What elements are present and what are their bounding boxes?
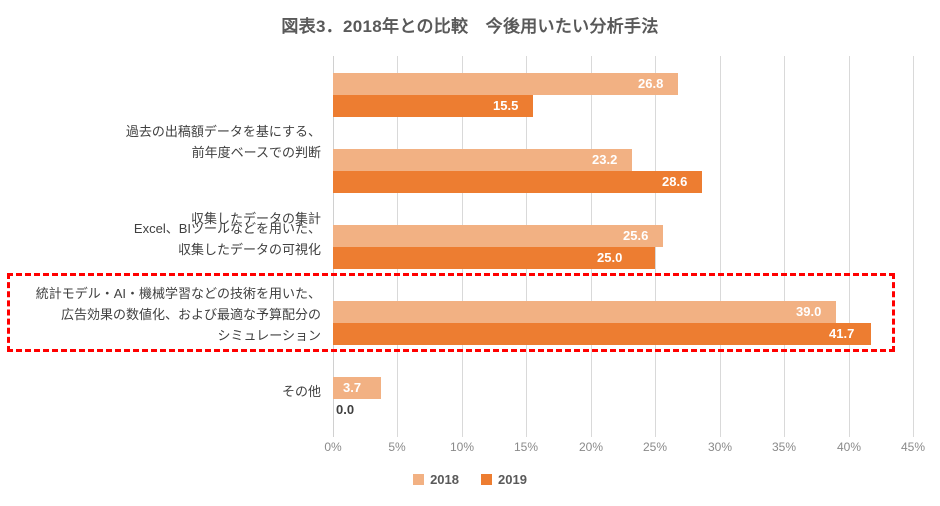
category-label-1-line-0: 収集したデータの集計 (190, 211, 321, 226)
bar-value-2019-1: 28.6 (662, 174, 688, 189)
page-title: 図表3．2018年との比較 今後用いたい分析手法 (281, 17, 659, 36)
bar-group-0: 26.8 15.5 (333, 73, 913, 117)
bar-2018-0[interactable] (333, 73, 678, 95)
legend-item-2019[interactable]: 2019 (481, 472, 527, 487)
category-axis-labels: 過去の出稿額データを基にする、 前年度ベースでの判断 収集したデータの集計 Ex… (0, 56, 321, 437)
category-label-0-line-0: 過去の出稿額データを基にする、 (125, 124, 321, 139)
bar-value-2019-3: 41.7 (829, 326, 855, 341)
category-label-2-line-0: Excel、BIツールなどを用いた、 (133, 221, 321, 236)
category-label-4-line-0: その他 (281, 384, 321, 399)
legend-swatch-2019-icon (481, 474, 492, 485)
legend-item-2018[interactable]: 2018 (413, 472, 459, 487)
category-label-1: 収集したデータの集計 (191, 208, 321, 229)
bar-2018-1[interactable] (333, 149, 632, 171)
category-label-2: Excel、BIツールなどを用いた、 収集したデータの可視化 (134, 218, 321, 260)
bar-value-2019-0: 15.5 (493, 98, 519, 113)
gridline-40 (849, 56, 850, 437)
bar-2019-1[interactable] (333, 171, 702, 193)
bar-group-1: 23.2 28.6 (333, 149, 913, 193)
bar-2019-0[interactable] (333, 95, 533, 117)
x-axis-tick-labels: 0% 5% 10% 15% 20% 25% 30% 35% 40% 45% (324, 440, 925, 460)
category-label-3-line-2: シミュレーション (217, 328, 321, 343)
legend-label-2018: 2018 (430, 472, 459, 487)
bar-value-2018-0: 26.8 (638, 76, 664, 91)
x-tick-1: 5% (388, 440, 406, 454)
x-tick-2: 10% (449, 440, 475, 454)
bar-value-2018-4: 3.7 (343, 380, 362, 395)
bar-2018-2[interactable] (333, 225, 663, 247)
x-tick-4: 20% (578, 440, 604, 454)
x-tick-8: 40% (836, 440, 862, 454)
x-tick-5: 25% (642, 440, 668, 454)
category-label-3-line-1: 広告効果の数値化、および最適な予算配分の (60, 307, 321, 322)
bar-2019-2[interactable] (333, 247, 655, 269)
bar-2019-3[interactable] (333, 323, 871, 345)
category-label-3: 統計モデル・AI・機械学習などの技術を用いた、 広告効果の数値化、および最適な予… (36, 283, 321, 346)
chart-legend: 2018 2019 (0, 472, 940, 487)
legend-label-2019: 2019 (498, 472, 527, 487)
bar-value-2019-4: 0.0 (336, 402, 355, 417)
bar-value-2018-2: 25.6 (623, 228, 649, 243)
x-tick-7: 35% (771, 440, 797, 454)
bar-group-4: 3.7 0.0 (333, 377, 913, 421)
x-tick-3: 15% (513, 440, 539, 454)
bar-2018-4[interactable] (333, 377, 381, 399)
x-tick-6: 30% (707, 440, 733, 454)
bar-2018-3[interactable] (333, 301, 836, 323)
x-tick-0: 0% (324, 440, 342, 454)
plot-area: 26.8 15.5 23.2 28.6 25.6 25.0 39.0 41.7 … (333, 56, 914, 437)
category-label-3-line-0: 統計モデル・AI・機械学習などの技術を用いた、 (35, 286, 321, 301)
legend-swatch-2018-icon (413, 474, 425, 485)
gridline-30 (720, 56, 721, 437)
gridline-35 (784, 56, 785, 437)
category-label-4: その他 (282, 381, 321, 402)
bar-value-2018-3: 39.0 (796, 304, 822, 319)
bar-value-2018-1: 23.2 (592, 152, 618, 167)
category-label-0-line-1: 前年度ベースでの判断 (191, 145, 321, 160)
x-tick-9: 45% (900, 440, 926, 454)
bar-group-2: 25.6 25.0 (333, 225, 913, 269)
bar-group-3: 39.0 41.7 (333, 301, 913, 345)
category-label-0: 過去の出稿額データを基にする、 前年度ベースでの判断 (126, 121, 321, 163)
category-label-2-line-1: 収集したデータの可視化 (177, 242, 321, 257)
bar-value-2019-2: 25.0 (597, 250, 623, 265)
gridline-45 (913, 56, 914, 437)
